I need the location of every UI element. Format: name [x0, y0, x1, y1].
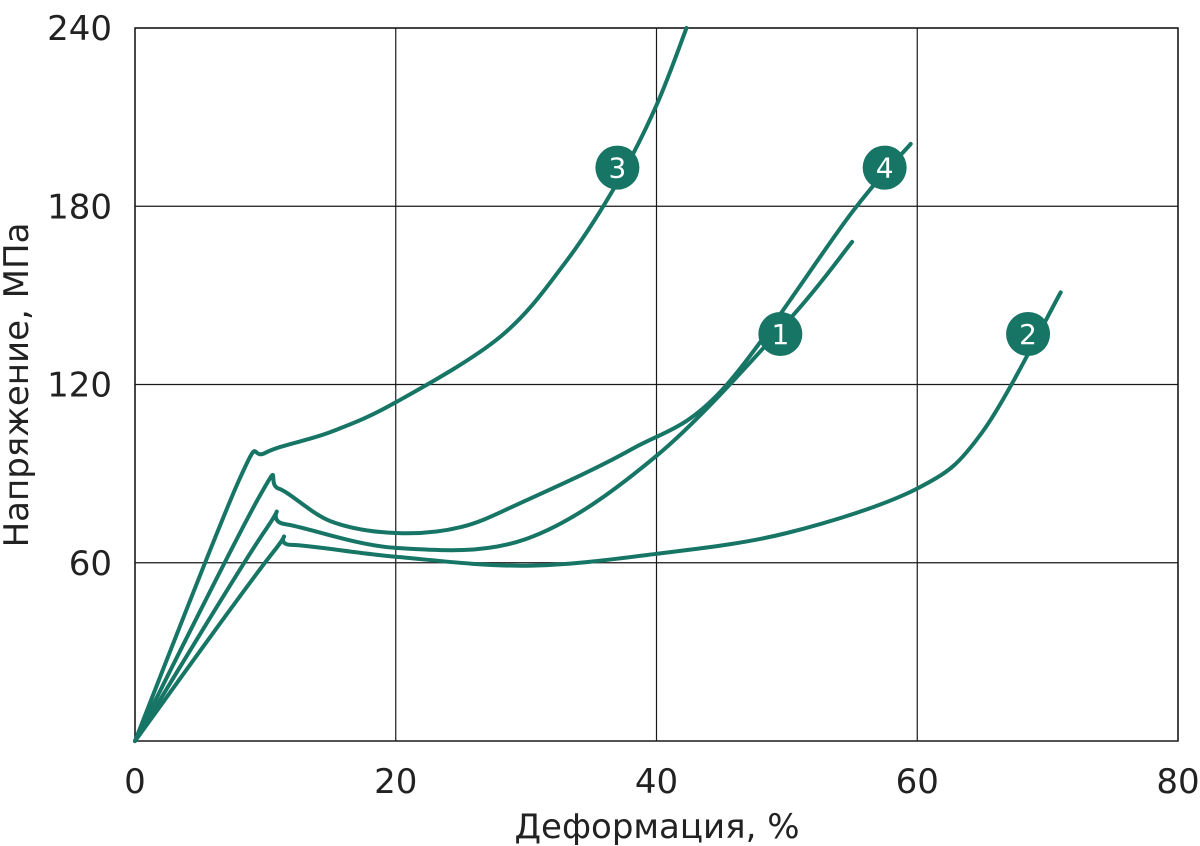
curve-label-4: 4: [862, 145, 907, 190]
x-axis-title: Деформация, %: [514, 807, 799, 846]
curve-label-1: 1: [758, 311, 803, 356]
x-tick-label-0: 0: [124, 762, 146, 802]
x-tick-label-3: 60: [896, 762, 939, 802]
curve-label-text-1: 1: [771, 318, 789, 351]
curve-label-3: 3: [595, 145, 640, 190]
x-tick-label-4: 80: [1156, 762, 1199, 802]
x-tick-label-1: 20: [374, 762, 417, 802]
y-tick-label-3: 240: [47, 9, 112, 49]
y-tick-label-1: 120: [47, 366, 112, 406]
plot-frame: [134, 27, 1179, 742]
grid: [134, 27, 1179, 741]
y-tick-label-2: 180: [47, 187, 112, 227]
curve-label-text-2: 2: [1019, 318, 1037, 351]
curve-4: [133, 141, 913, 743]
y-axis-title: Напряжение, МПа: [0, 223, 37, 548]
curve-label-2: 2: [1006, 311, 1051, 356]
y-tick-labels: 60 120 180 240: [47, 9, 112, 584]
curve-label-badge-3: [595, 145, 640, 190]
x-tick-labels: 0 20 40 60 80: [124, 762, 1199, 802]
curve-label-text-3: 3: [608, 152, 626, 185]
curve-labels: 1 2 3 4: [595, 145, 1051, 356]
curve-label-text-4: 4: [876, 152, 894, 185]
x-tick-label-2: 40: [635, 762, 678, 802]
curve-1: [133, 239, 855, 743]
y-tick-label-0: 60: [69, 544, 112, 584]
curve-label-badge-1: [758, 311, 803, 356]
curve-2: [133, 290, 1063, 743]
curve-label-badge-4: [862, 145, 907, 190]
curve-label-badge-2: [1006, 311, 1051, 356]
